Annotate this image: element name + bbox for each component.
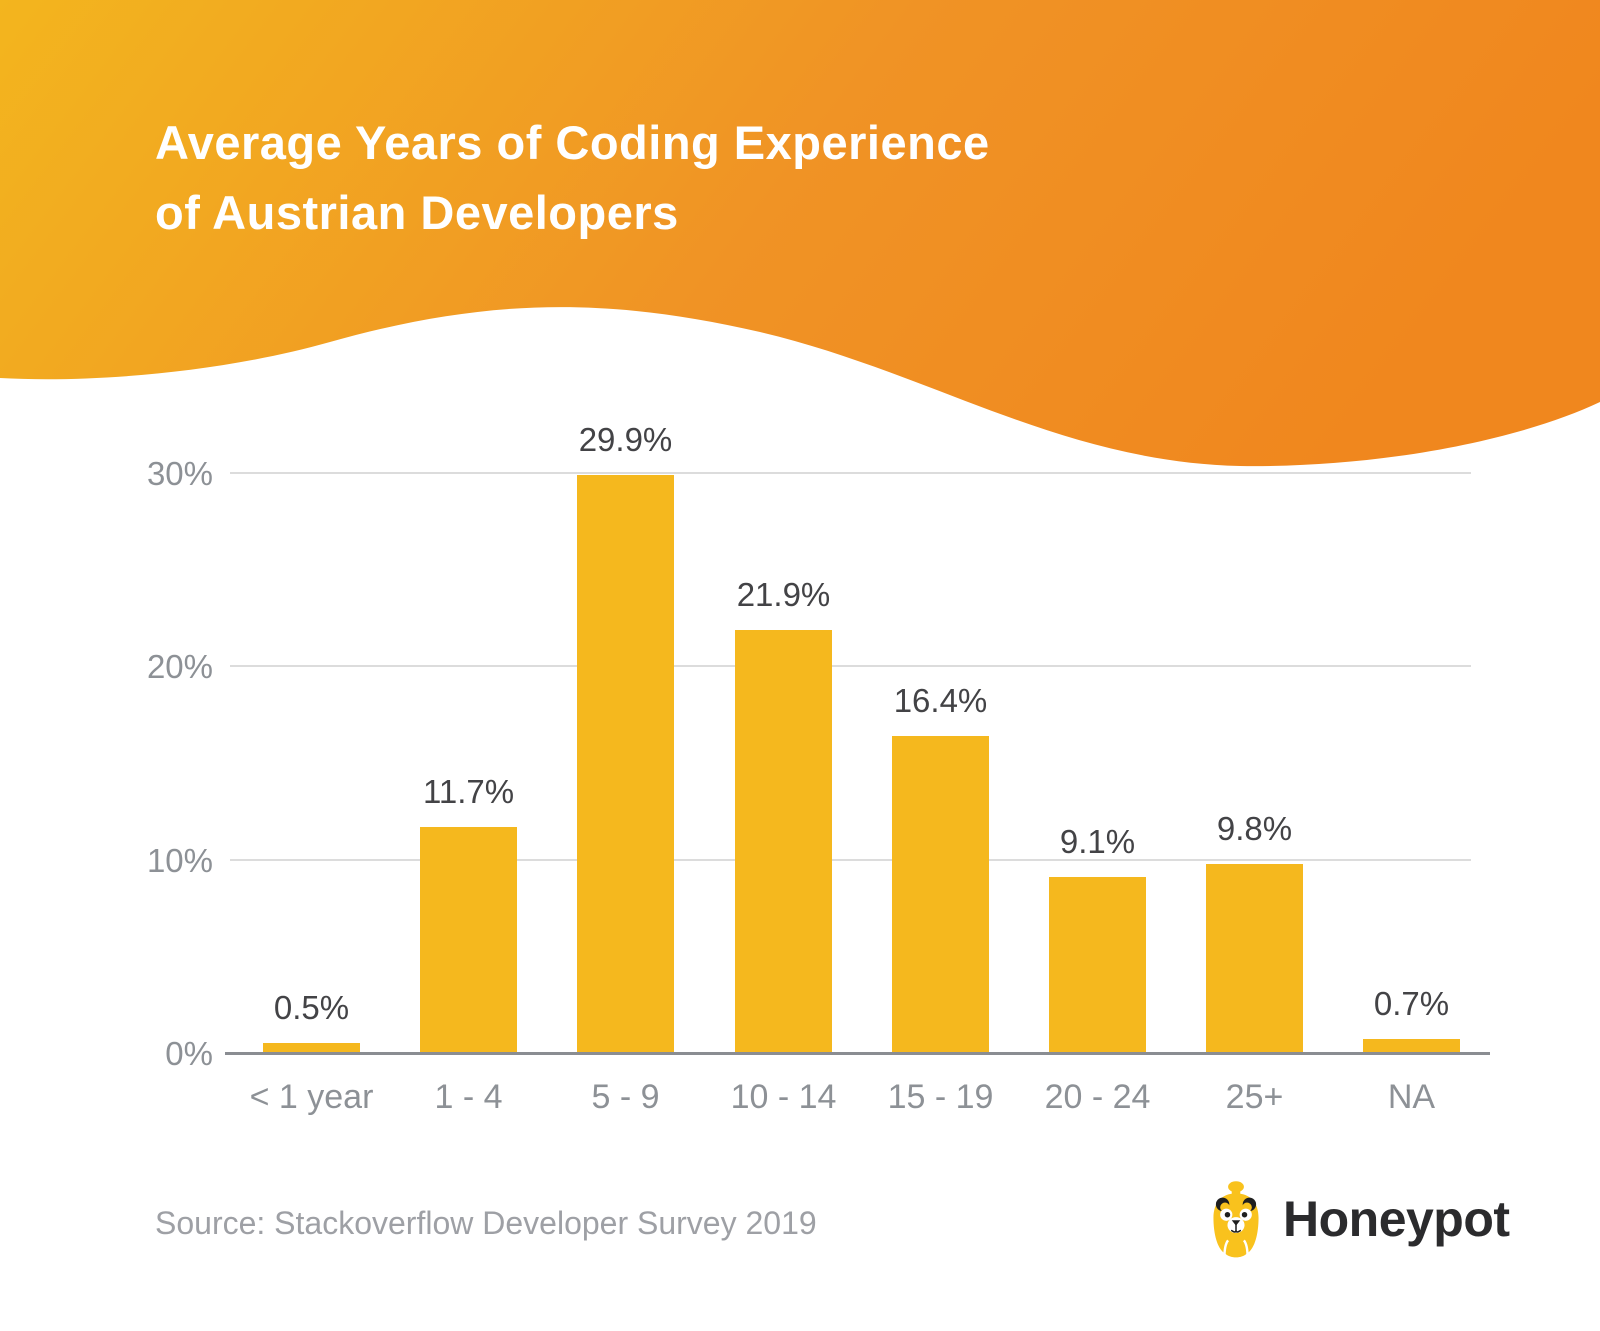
page-title-line2: of Austrian Developers: [155, 186, 679, 239]
x-category-label: 1 - 4: [434, 1078, 503, 1116]
bar-value-label: 16.4%: [893, 682, 988, 719]
bar-20 - 24: [1049, 877, 1146, 1053]
bar-NA: [1363, 1039, 1460, 1053]
y-tick-label: 10%: [146, 841, 213, 879]
bar-value-label: 21.9%: [736, 576, 831, 613]
honeypot-wordmark: Honeypot: [1283, 1191, 1510, 1247]
page-title: Average Years of Coding Experience of Au…: [155, 108, 990, 248]
gridline-20%: [230, 665, 1471, 668]
x-category-label: 15 - 19: [887, 1078, 994, 1116]
x-category-label: < 1 year: [249, 1078, 374, 1116]
bar-value-label: 9.8%: [1216, 810, 1293, 847]
gridline-30%: [230, 472, 1471, 474]
bar-value-label: 0.5%: [273, 989, 350, 1026]
y-tick-label: 30%: [146, 455, 213, 492]
header-wave-shape: [0, 0, 1600, 467]
bar-< 1 year: [263, 1043, 360, 1053]
x-category-label: 20 - 24: [1044, 1078, 1151, 1116]
x-category-label: 25+: [1225, 1078, 1284, 1116]
page-title-line1: Average Years of Coding Experience: [155, 116, 990, 169]
bar-25+: [1206, 864, 1303, 1053]
honeypot-logo: Honeypot: [1205, 1180, 1510, 1258]
bar-1 - 4: [420, 827, 517, 1053]
y-tick-label: 0%: [165, 1035, 213, 1072]
x-category-label: 5 - 9: [591, 1078, 660, 1116]
x-category-label: NA: [1387, 1078, 1436, 1116]
bar-value-label: 0.7%: [1373, 985, 1450, 1022]
gridline-10%: [230, 858, 1471, 861]
bar-value-label: 9.1%: [1059, 823, 1136, 860]
x-axis-line: [225, 1052, 1490, 1055]
y-tick-label: 20%: [146, 648, 213, 686]
bar-10 - 14: [735, 630, 832, 1053]
x-category-label: 10 - 14: [730, 1078, 837, 1116]
header-wave-background: [0, 0, 1600, 467]
source-note: Source: Stackoverflow Developer Survey 2…: [155, 1205, 817, 1241]
bar-value-label: 11.7%: [422, 773, 515, 810]
bar-5 - 9: [577, 475, 674, 1053]
honeypot-bear-icon: [1213, 1181, 1259, 1258]
bar-value-label: 29.9%: [578, 421, 673, 458]
bar-15 - 19: [892, 736, 989, 1053]
